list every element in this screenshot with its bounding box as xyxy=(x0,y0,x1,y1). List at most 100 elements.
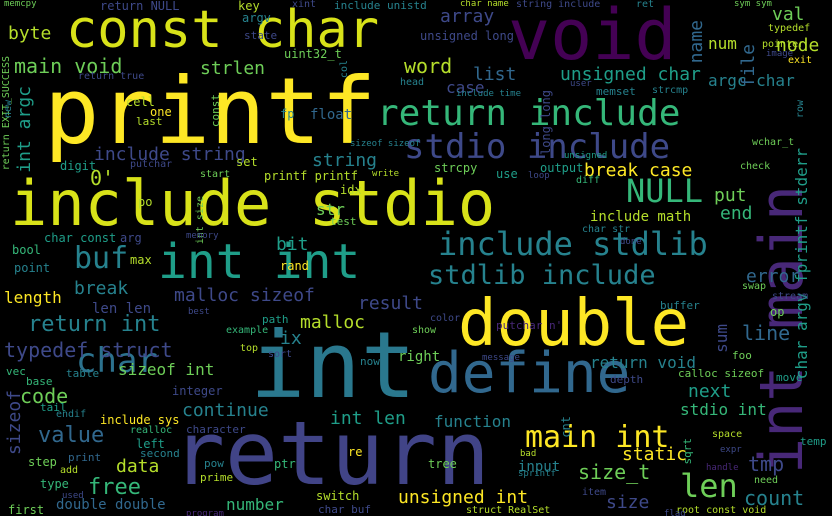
word: strcpy xyxy=(434,161,478,175)
word: flag xyxy=(664,509,686,516)
word: string xyxy=(312,150,378,171)
word: strlen xyxy=(200,58,266,79)
word: function xyxy=(434,412,512,431)
word: string include xyxy=(516,0,601,10)
word: image xyxy=(766,49,794,59)
word: result xyxy=(358,293,424,314)
word: max xyxy=(130,253,152,267)
word: use xyxy=(496,167,518,181)
word: list xyxy=(473,64,517,85)
word: int int xyxy=(158,234,361,290)
word: print xyxy=(68,451,102,464)
word: po xyxy=(138,195,153,209)
word: depth xyxy=(610,373,644,386)
word: buffer xyxy=(660,299,700,312)
word: memcpy xyxy=(4,0,37,9)
word: character xyxy=(186,423,246,436)
word: len len xyxy=(92,301,152,317)
word: size_t xyxy=(578,460,651,484)
word: right xyxy=(398,349,441,365)
word: idx xyxy=(340,183,362,197)
word: step xyxy=(28,455,57,469)
word: space xyxy=(712,429,743,440)
word: tmp xyxy=(748,452,785,476)
word: base xyxy=(26,375,53,388)
word: unsigned int xyxy=(398,487,529,508)
word: long long xyxy=(539,90,553,156)
word: include stdio xyxy=(10,167,496,240)
word: loop xyxy=(528,171,550,181)
word: test xyxy=(330,215,357,228)
word: char xyxy=(76,341,158,381)
word: return xyxy=(172,402,490,505)
word: ptr xyxy=(274,457,296,471)
word: len xyxy=(680,467,738,505)
word: char argv fprintf stderr xyxy=(792,148,811,380)
word: error xyxy=(746,266,801,287)
word: str xyxy=(316,200,345,219)
word: xint xyxy=(292,0,317,10)
word: expr xyxy=(720,445,742,455)
word: write xyxy=(372,169,400,179)
word: left xyxy=(136,437,165,451)
word: array xyxy=(440,6,495,27)
word: size xyxy=(606,492,650,513)
word: buf xyxy=(74,241,129,276)
word: op xyxy=(770,305,785,319)
word: number xyxy=(226,495,284,514)
word: char buf xyxy=(318,503,371,516)
word: new xyxy=(3,100,14,119)
word: program xyxy=(186,509,224,516)
word: used xyxy=(62,491,84,501)
word: add xyxy=(60,465,79,476)
word: sort xyxy=(268,349,293,360)
word: length xyxy=(4,288,62,307)
word: return void xyxy=(590,353,696,372)
word: char name xyxy=(460,0,509,9)
word: const xyxy=(209,94,222,128)
word: argv xyxy=(242,11,271,25)
word: byte xyxy=(8,23,52,44)
word: sym sym xyxy=(734,0,772,9)
word: integer xyxy=(172,384,223,398)
word: realloc xyxy=(130,425,173,436)
word: int len xyxy=(330,408,406,429)
word: double double xyxy=(56,497,166,513)
word: continue xyxy=(182,400,269,421)
word: code xyxy=(20,384,69,408)
word: char const xyxy=(44,231,117,245)
word: first xyxy=(8,503,45,516)
word: ix xyxy=(280,328,302,349)
word: 0' xyxy=(90,166,115,190)
word: pointer xyxy=(762,39,805,50)
word: path xyxy=(262,313,289,326)
word: put xyxy=(714,185,747,206)
word: stream xyxy=(772,291,809,302)
word: state xyxy=(244,29,278,42)
word: re xyxy=(348,445,363,459)
word: value xyxy=(38,423,105,448)
word: typedef struct xyxy=(4,338,173,362)
word: putchar xyxy=(130,159,173,170)
word: typedef xyxy=(768,23,811,34)
word: endif xyxy=(56,409,87,420)
word: foo xyxy=(732,349,752,362)
word: main int xyxy=(525,420,670,455)
word: set xyxy=(236,155,258,169)
word: show xyxy=(412,325,437,336)
word: input xyxy=(518,459,561,475)
word: file xyxy=(738,44,759,88)
word: table xyxy=(66,367,100,380)
word: tree xyxy=(428,457,457,471)
word: one xyxy=(150,105,172,119)
word: sizeof int xyxy=(118,360,215,379)
word: need xyxy=(754,475,779,486)
word: done xyxy=(620,237,642,247)
word: node xyxy=(776,35,820,56)
word: switch xyxy=(316,489,360,503)
word: float xyxy=(310,107,353,123)
word: output xyxy=(540,161,584,175)
word: void xyxy=(508,0,677,76)
word: int argc xyxy=(14,86,35,173)
word: double xyxy=(458,287,690,361)
